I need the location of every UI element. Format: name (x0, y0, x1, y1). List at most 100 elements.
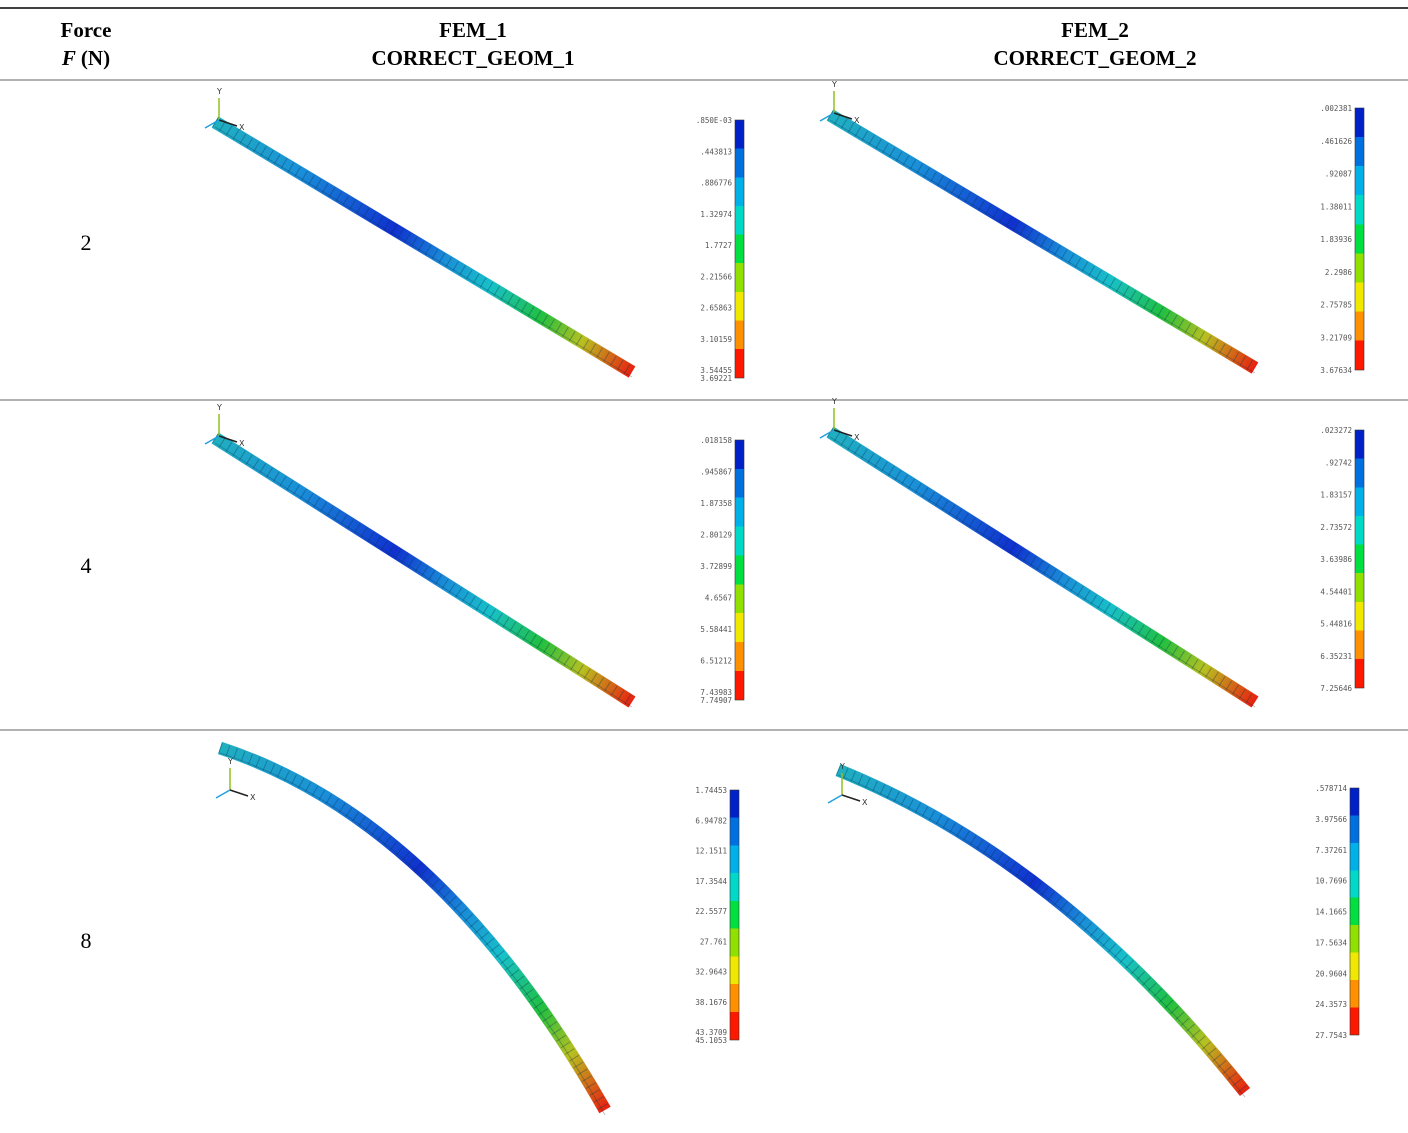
legend-label: 3.97566 (1315, 815, 1347, 824)
legend-label: 6.35231 (1320, 652, 1352, 661)
legend-label: .023272 (1320, 426, 1352, 435)
legend-label: 3.21709 (1320, 333, 1352, 342)
table-figure: Force F(N) FEM_1 CORRECT_GEOM_1 FEM_2 CO… (0, 0, 1408, 1133)
legend-label: 45.1053 (695, 1036, 727, 1045)
legend-label: 3.72899 (700, 562, 732, 571)
legend-label: 1.7727 (705, 241, 732, 250)
legend-label: 3.10159 (700, 335, 732, 344)
legend-label: 3.63986 (1320, 555, 1352, 564)
legend-label: 7.74907 (700, 696, 732, 705)
beam (215, 438, 632, 702)
header-text: CORRECT_GEOM_1 (371, 46, 574, 70)
legend-label: .443813 (700, 147, 732, 156)
header-symbol: F (61, 46, 76, 70)
legend-label: 2.73572 (1320, 523, 1352, 532)
beam (830, 432, 1255, 702)
legend-label: 6.94782 (695, 816, 727, 825)
legend-label: 5.58441 (700, 625, 732, 634)
legend-label: 2.2986 (1325, 268, 1353, 277)
legend-label: 27.7543 (1315, 1031, 1347, 1040)
legend-label: 24.3573 (1315, 1000, 1347, 1009)
legend-label: 1.87358 (700, 499, 732, 508)
legend-label: 17.5634 (1315, 938, 1347, 947)
beam (830, 115, 1255, 368)
legend-label: 2.21566 (700, 272, 732, 281)
header-text: Force (61, 18, 112, 42)
legend-bar (735, 120, 744, 378)
legend-label: 4.6567 (705, 594, 732, 603)
force-value: 4 (81, 553, 92, 578)
force-value: 2 (81, 230, 92, 255)
legend-label: 22.5577 (695, 907, 727, 916)
axis-z (828, 795, 842, 803)
legend-label: 6.51212 (700, 657, 732, 666)
legend-label: .92742 (1325, 458, 1352, 467)
header-text: FEM_1 (439, 18, 507, 42)
legend-label: 17.3544 (695, 877, 727, 886)
axis-z (216, 790, 230, 798)
header-text: F(N) (61, 46, 110, 70)
header-unit: (N) (81, 46, 110, 70)
beam (838, 770, 1245, 1092)
axis-label: X (250, 793, 256, 802)
legend-label: 5.44816 (1320, 620, 1352, 629)
legend-label: 1.74453 (695, 786, 727, 795)
axis-label: X (239, 439, 245, 448)
legend-label: .018158 (700, 436, 732, 445)
axis-label: Y (831, 397, 837, 406)
beam-edge (220, 753, 605, 1115)
legend-label: 7.25646 (1320, 684, 1352, 693)
legend-label: 1.32974 (700, 210, 732, 219)
beam-mesh (220, 748, 605, 1110)
legend-label: 1.38011 (1320, 202, 1352, 211)
legend-bar (730, 790, 739, 1040)
axis-x (842, 795, 860, 801)
beam (220, 748, 605, 1110)
legend-label: 14.1665 (1315, 908, 1347, 917)
legend-label: .578714 (1315, 784, 1347, 793)
legend-label: 2.65863 (700, 304, 732, 313)
beam-edge (830, 120, 1255, 373)
axis-label: Y (839, 762, 845, 771)
axis-label: X (854, 433, 860, 442)
legend-label: .886776 (700, 179, 732, 188)
legend-bar (1355, 108, 1364, 370)
legend-label: .461626 (1320, 137, 1352, 146)
legend-label: 38.1676 (695, 998, 727, 1007)
beam-edge (830, 437, 1255, 707)
legend-label: 3.67634 (1320, 366, 1352, 375)
legend-label: 3.69221 (700, 374, 732, 383)
legend-label: .92087 (1325, 170, 1352, 179)
legend-label: .002381 (1320, 104, 1352, 113)
header-text: CORRECT_GEOM_2 (993, 46, 1196, 70)
axis-label: X (854, 116, 860, 125)
legend-bar (1350, 788, 1359, 1035)
axis-label: X (239, 123, 245, 132)
legend-bar (1355, 430, 1364, 688)
legend-label: 10.7696 (1315, 877, 1347, 886)
axis-label: X (862, 798, 868, 807)
axis-label: Y (216, 87, 222, 96)
legend-bar (735, 440, 744, 700)
legend-label: 2.80129 (700, 531, 732, 540)
axis-x (230, 790, 248, 796)
legend-label: 12.1511 (695, 847, 727, 856)
beam-mesh (838, 770, 1245, 1092)
legend-label: 4.54401 (1320, 587, 1352, 596)
force-value: 8 (81, 928, 92, 953)
axis-label: Y (831, 80, 837, 89)
legend-label: .850E-03 (696, 116, 732, 125)
header-text: FEM_2 (1061, 18, 1129, 42)
legend-label: 1.83936 (1320, 235, 1352, 244)
legend-label: 2.75785 (1320, 301, 1352, 310)
legend-label: 1.83157 (1320, 491, 1352, 500)
beam-edge (215, 443, 632, 707)
axis-label: Y (216, 403, 222, 412)
legend-label: 20.9604 (1315, 969, 1347, 978)
axis-label: Y (227, 757, 233, 766)
beam-edge (215, 127, 632, 377)
beam-edge (838, 775, 1245, 1097)
legend-label: 27.761 (700, 937, 727, 946)
legend-label: 7.37261 (1315, 846, 1347, 855)
legend-label: 32.9643 (695, 968, 727, 977)
